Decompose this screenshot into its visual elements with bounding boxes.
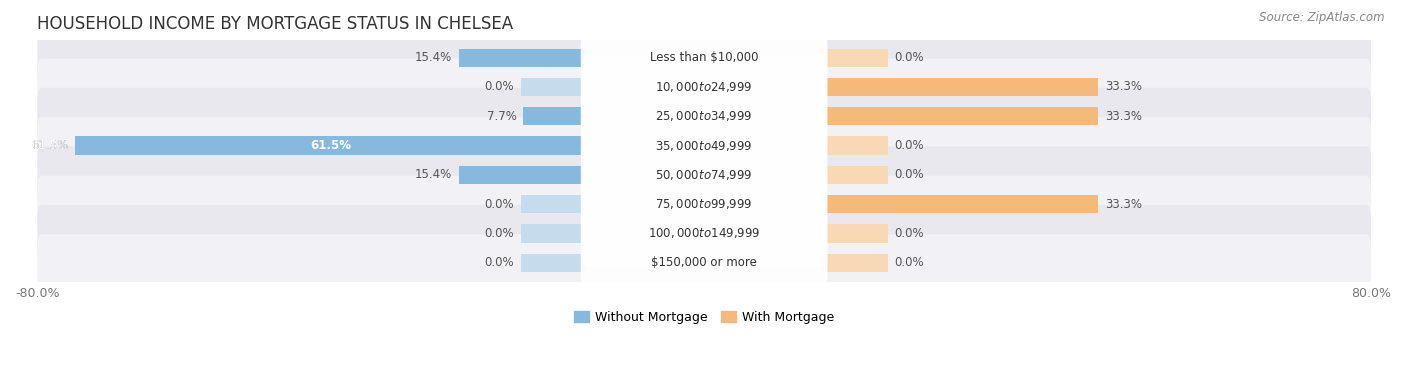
- Text: Less than $10,000: Less than $10,000: [650, 51, 758, 64]
- Text: 15.4%: 15.4%: [415, 169, 453, 181]
- FancyBboxPatch shape: [581, 201, 828, 266]
- Text: 0.0%: 0.0%: [894, 256, 924, 269]
- FancyBboxPatch shape: [37, 234, 1371, 291]
- FancyBboxPatch shape: [581, 84, 828, 149]
- Text: $25,000 to $34,999: $25,000 to $34,999: [655, 109, 752, 123]
- Text: 61.5%: 61.5%: [31, 139, 67, 152]
- Text: 61.5%: 61.5%: [311, 139, 352, 152]
- Text: Source: ZipAtlas.com: Source: ZipAtlas.com: [1260, 11, 1385, 24]
- FancyBboxPatch shape: [581, 172, 828, 237]
- FancyBboxPatch shape: [37, 58, 1371, 115]
- Bar: [821, 49, 887, 67]
- Bar: [520, 224, 588, 242]
- Text: 7.7%: 7.7%: [486, 110, 516, 123]
- FancyBboxPatch shape: [37, 146, 1371, 203]
- Text: 33.3%: 33.3%: [1105, 198, 1142, 211]
- Text: 0.0%: 0.0%: [894, 227, 924, 240]
- Bar: [821, 254, 887, 272]
- Bar: [520, 195, 588, 213]
- Bar: [821, 166, 887, 184]
- Text: 33.3%: 33.3%: [1105, 110, 1142, 123]
- FancyBboxPatch shape: [37, 88, 1371, 145]
- FancyBboxPatch shape: [581, 113, 828, 178]
- FancyBboxPatch shape: [37, 117, 1371, 174]
- Bar: [458, 49, 588, 67]
- Text: $100,000 to $149,999: $100,000 to $149,999: [648, 227, 761, 241]
- Bar: [821, 78, 1098, 96]
- Text: $50,000 to $74,999: $50,000 to $74,999: [655, 168, 752, 182]
- Bar: [520, 78, 588, 96]
- Text: HOUSEHOLD INCOME BY MORTGAGE STATUS IN CHELSEA: HOUSEHOLD INCOME BY MORTGAGE STATUS IN C…: [37, 15, 513, 33]
- Legend: Without Mortgage, With Mortgage: Without Mortgage, With Mortgage: [569, 306, 839, 329]
- Bar: [821, 136, 887, 155]
- Bar: [520, 254, 588, 272]
- FancyBboxPatch shape: [37, 205, 1371, 262]
- FancyBboxPatch shape: [581, 54, 828, 120]
- Text: 0.0%: 0.0%: [894, 51, 924, 64]
- Text: 0.0%: 0.0%: [485, 227, 515, 240]
- Bar: [821, 224, 887, 242]
- FancyBboxPatch shape: [37, 176, 1371, 233]
- Text: 33.3%: 33.3%: [1105, 80, 1142, 93]
- Bar: [821, 107, 1098, 125]
- Text: 0.0%: 0.0%: [485, 256, 515, 269]
- FancyBboxPatch shape: [37, 29, 1371, 86]
- FancyBboxPatch shape: [581, 230, 828, 295]
- Text: $150,000 or more: $150,000 or more: [651, 256, 756, 269]
- FancyBboxPatch shape: [581, 25, 828, 90]
- Text: 0.0%: 0.0%: [894, 169, 924, 181]
- Text: 15.4%: 15.4%: [415, 51, 453, 64]
- Bar: [458, 166, 588, 184]
- Bar: [75, 136, 588, 155]
- Text: $75,000 to $99,999: $75,000 to $99,999: [655, 197, 752, 211]
- Text: 0.0%: 0.0%: [894, 139, 924, 152]
- Text: $35,000 to $49,999: $35,000 to $49,999: [655, 139, 752, 153]
- Text: 0.0%: 0.0%: [485, 80, 515, 93]
- Bar: [523, 107, 588, 125]
- Text: 61.5%: 61.5%: [31, 139, 67, 152]
- FancyBboxPatch shape: [581, 143, 828, 207]
- Bar: [821, 195, 1098, 213]
- Text: $10,000 to $24,999: $10,000 to $24,999: [655, 80, 752, 94]
- Text: 0.0%: 0.0%: [485, 198, 515, 211]
